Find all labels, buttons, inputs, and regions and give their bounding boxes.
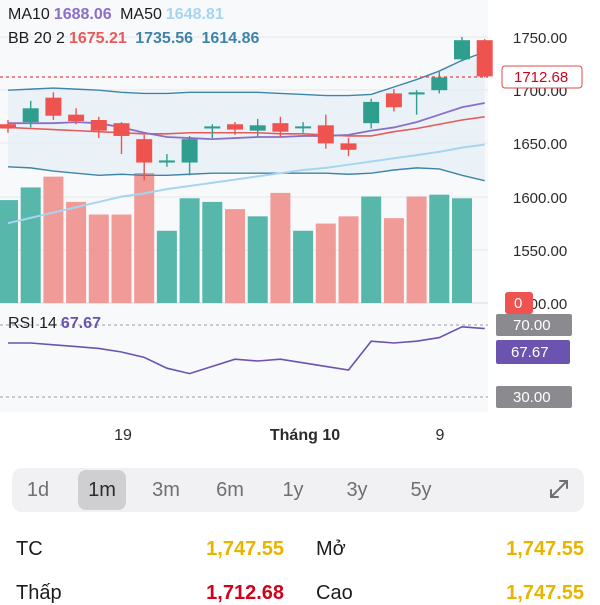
candle-body [22,108,39,123]
low-label: Thấp [16,582,62,604]
candle-body [408,92,425,95]
legend-rsi: RSI 14 67.67 [8,315,105,333]
volume-bar [293,230,314,303]
x-axis-label: 9 [436,427,445,444]
high-value: 1,747.55 [506,582,584,604]
candle-body [476,40,493,77]
bb-lower-value: 1614.86 [201,30,260,47]
rsi-30-badge [496,386,572,408]
price-tick-label: 1650.00 [513,136,567,153]
candle-body [272,123,289,132]
volume-zero-label: 0 [514,295,522,312]
tc-value: 1,747.55 [206,538,284,560]
ma50-line [7,143,485,225]
bb-lower-line [7,166,485,182]
candle-body [68,114,85,122]
chart-area[interactable]: 1750.001700.001650.001600.001550.001500.… [0,0,600,460]
bb-upper-line [7,51,485,97]
timeframe-tabs: 1d 1m 3m 6m 1y 3y 5y [12,468,584,512]
ma50-label: MA50 [120,6,162,23]
price-tick-label: 1550.00 [513,243,567,260]
candle-body [45,97,62,116]
ma10-value: 1688.06 [53,6,112,23]
rsi-current-label: 67.67 [511,344,549,361]
volume-bar [20,187,41,303]
bb-mid-value: 1675.21 [68,30,127,47]
volume-bar [134,173,155,303]
volume-bar [270,192,291,303]
candle-body [340,143,357,150]
tab-3m[interactable]: 3m [152,479,180,501]
volume-bar [88,214,109,303]
tc-label: TC [16,538,43,560]
volume-zero-badge [505,292,533,314]
ma10-line [8,102,485,141]
volume-bar [452,198,472,303]
high-label: Cao [316,582,353,604]
ma10-label: MA10 [8,6,50,23]
volume-bar [66,201,87,303]
candle-body [136,139,153,163]
candle-body [295,126,312,129]
bb-label: BB 20 2 [8,30,65,47]
volume-bar [156,230,177,303]
rsi-current-badge [496,340,570,364]
current-price-label: 1712.68 [514,69,568,86]
tab-1d[interactable]: 1d [26,479,50,501]
candle-body [454,40,470,60]
expand-icon[interactable] [548,478,570,500]
candle-body [363,101,380,124]
volume-bar [361,196,382,303]
x-axis-label: 19 [114,427,132,444]
candle-body [0,124,16,129]
volume-bar [338,216,359,303]
x-axis-label: Tháng 10 [270,427,340,444]
volume-bar [247,216,268,303]
price-tick-label: 1750.00 [513,30,567,47]
legend-bb: BB 20 2 1675.21 1735.56 1614.86 [8,30,263,48]
rsi-value: 67.67 [60,315,101,332]
candle-body [431,77,448,91]
candle-body [249,125,266,131]
volume-bar [111,214,132,303]
volume-bar [179,198,200,303]
candle-body [113,123,130,136]
volume-bar [202,201,223,303]
tab-3y[interactable]: 3y [346,479,368,501]
volume-bar [429,194,450,303]
candle-body [385,93,402,108]
low-value: 1,712.68 [206,582,284,604]
bollinger-band-fill [8,51,485,181]
ma50-value: 1648.81 [165,6,224,23]
volume-bar [406,196,427,303]
open-value: 1,747.55 [506,538,584,560]
rsi-30-label: 30.00 [513,389,551,406]
open-label: Mở [316,538,346,560]
volume-bar [315,223,336,303]
price-tick-label: 1600.00 [513,190,567,207]
tab-1m[interactable]: 1m [78,470,126,510]
legend-ma: MA10 1688.06 MA50 1648.81 [8,6,228,24]
candle-body [227,124,243,130]
candle-body [90,119,107,131]
tab-1y[interactable]: 1y [282,479,304,501]
rsi-line [8,325,485,375]
volume-bar [0,200,18,303]
bb-upper-value: 1735.56 [135,30,194,47]
rsi-70-badge [496,314,572,336]
candle-body [181,139,198,163]
candle-body [158,160,175,163]
candle-body [317,125,334,144]
current-price-badge [501,65,583,89]
bb-mid-line [7,116,485,137]
rsi-70-label: 70.00 [513,317,551,334]
tab-6m[interactable]: 6m [216,479,244,501]
tab-5y[interactable]: 5y [410,479,432,501]
candle-body [204,126,221,129]
volume-bar [383,218,404,303]
volume-bar [43,176,64,303]
volume-bar [225,209,245,303]
rsi-label: RSI 14 [8,315,57,332]
